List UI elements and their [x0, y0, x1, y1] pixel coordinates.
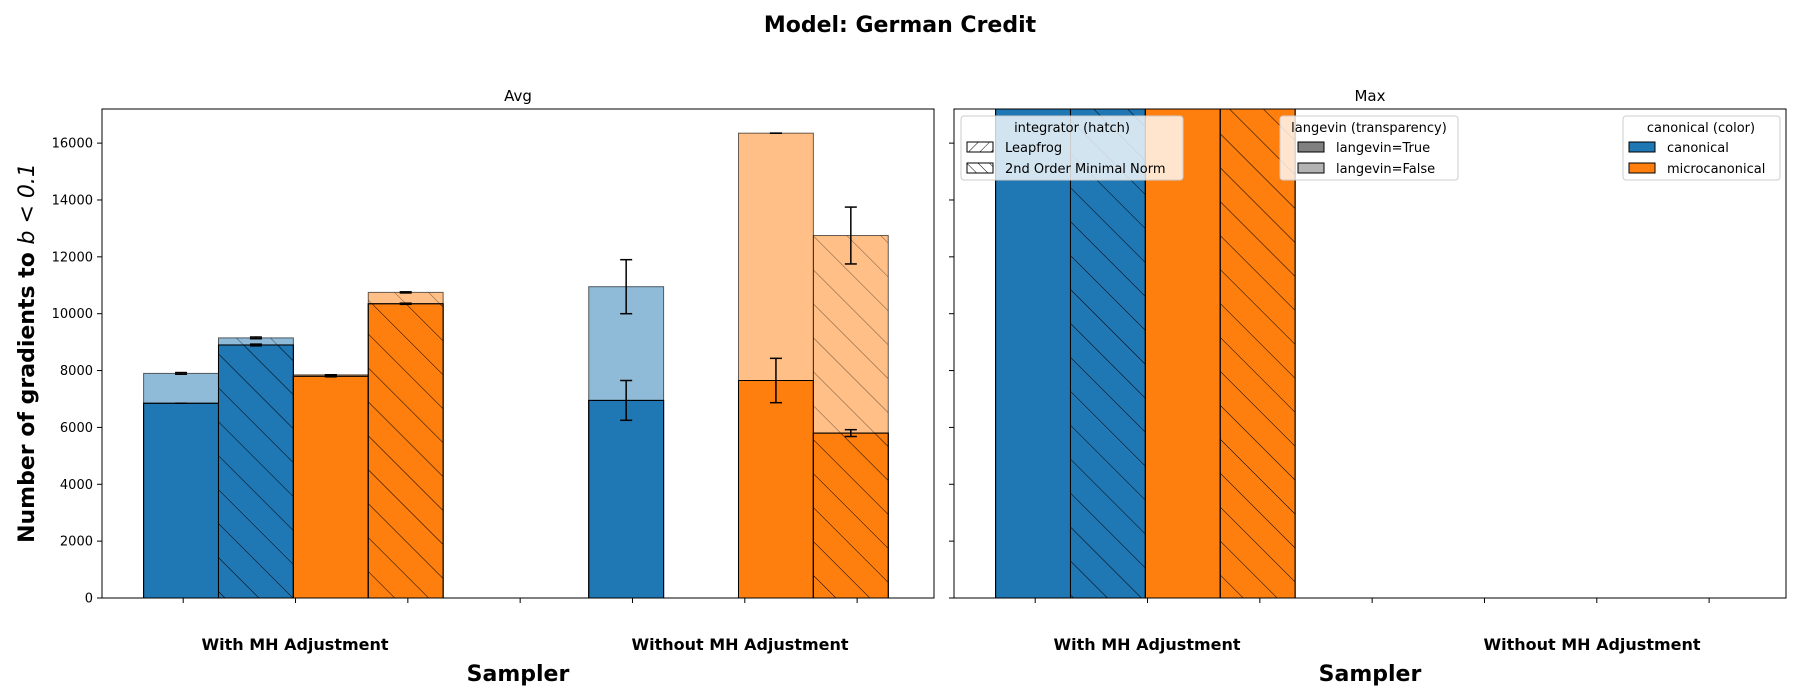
legend-hatch-minimal-norm — [966, 162, 994, 174]
legend-label: microcanonical — [1667, 162, 1765, 177]
y-axis-ticks-max — [949, 142, 954, 599]
legend-canonical: canonical (color) canonical microcanonic… — [1622, 115, 1781, 181]
bar-hatch — [1069, 109, 1146, 598]
legend-box — [1622, 115, 1781, 181]
axes-frame-avg — [101, 108, 935, 599]
y-tick-label: 8000 — [60, 364, 93, 379]
y-tick-label: 4000 — [60, 478, 93, 493]
category-label-without-mh-max: Without MH Adjustment — [1483, 635, 1700, 654]
legend-langevin: langevin (transparency) langevin=True la… — [1279, 115, 1459, 181]
y-tick-label: 12000 — [52, 250, 93, 265]
legend-label: 2nd Order Minimal Norm — [1005, 162, 1165, 177]
bar-hatch — [1219, 109, 1296, 598]
panel-avg: Avg 0 2000 4000 6000 8000 10000 12000 14000 1600… — [15, 87, 935, 687]
legend-hatch-leapfrog — [966, 141, 994, 153]
y-axis-ticks: 0 2000 4000 6000 8000 10000 12000 14000 16000 — [52, 137, 102, 607]
figure-title: Model: German Credit — [764, 13, 1037, 38]
y-axis-label: Number of gradients to b < 0.1 — [15, 163, 40, 543]
x-axis-label-avg: Sampler — [467, 662, 570, 687]
y-tick-label: 14000 — [52, 193, 93, 208]
bar-hatch — [812, 432, 889, 598]
category-label-with-mh: With MH Adjustment — [201, 635, 388, 654]
y-tick-label: 6000 — [60, 421, 93, 436]
x-axis-ticks-avg — [182, 598, 858, 603]
bar-langevin-true — [1144, 109, 1221, 598]
bar-langevin-true — [143, 402, 219, 598]
bar-langevin-true — [292, 375, 369, 598]
panel-max: Max With MH Adjustment Without MH Adjust… — [949, 87, 1787, 687]
legend-title: integrator (hatch) — [1014, 121, 1130, 136]
x-axis-ticks-max — [1034, 598, 1710, 603]
legend-title: langevin (transparency) — [1291, 121, 1447, 136]
panel-title-avg: Avg — [504, 87, 532, 105]
bar-langevin-true — [737, 380, 814, 598]
y-tick-label: 2000 — [60, 535, 93, 550]
bars-max — [995, 109, 1296, 598]
legend-box — [960, 115, 1184, 181]
y-tick-label: 16000 — [52, 137, 93, 152]
legend-label: Leapfrog — [1005, 141, 1062, 156]
legend-label: langevin=True — [1336, 141, 1430, 156]
legend-swatch-microcanonical — [1628, 162, 1656, 174]
legend-integrator: integrator (hatch) Leapfrog 2nd Order Mi… — [960, 115, 1184, 181]
legend-swatch-langevin-false — [1297, 162, 1325, 174]
error-bars-avg — [175, 132, 857, 438]
axes-frame-max — [953, 108, 1787, 599]
y-tick-label: 10000 — [52, 307, 93, 322]
category-label-without-mh: Without MH Adjustment — [631, 635, 848, 654]
x-axis-label-max: Sampler — [1319, 662, 1422, 687]
legend-label: canonical — [1667, 141, 1729, 156]
category-label-with-mh-max: With MH Adjustment — [1053, 635, 1240, 654]
bar-langevin-true — [588, 399, 665, 598]
panel-title-max: Max — [1354, 87, 1385, 105]
legend-swatch-canonical — [1628, 141, 1656, 153]
y-tick-label: 0 — [85, 592, 93, 607]
bar-langevin-true — [995, 109, 1071, 598]
bar-hatch — [367, 303, 444, 598]
bars-avg — [143, 132, 889, 598]
legend-label: langevin=False — [1336, 162, 1435, 177]
bar-hatch — [217, 344, 294, 598]
legend-title: canonical (color) — [1647, 121, 1755, 136]
legend-swatch-langevin-true — [1297, 141, 1325, 153]
